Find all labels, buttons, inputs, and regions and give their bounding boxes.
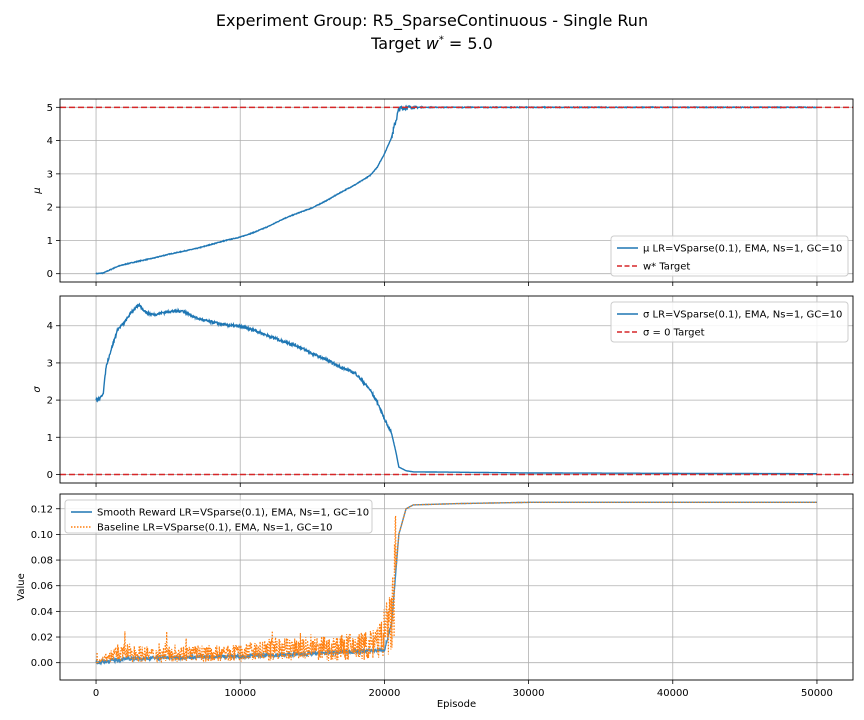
x-tick-label: 20000 — [369, 688, 401, 699]
legend-entry-label: σ LR=VSparse(0.1), EMA, Ns=1, GC=10 — [643, 310, 842, 321]
x-tick-label: 0 — [93, 688, 99, 699]
series-line-sigma-0 — [95, 302, 817, 475]
y-tick-label: 0.02 — [31, 633, 53, 644]
y-axis-label: σ — [32, 386, 43, 393]
y-tick-label: 2 — [47, 396, 53, 407]
plot-panel-sigma: 0 1 2 3 4 σ σ LR=VSparse(0.1), EMA, Ns=1, GC=1… — [32, 295, 854, 487]
y-tick-label: 3 — [47, 169, 53, 180]
legend-value: Smooth Reward LR=VSparse(0.1), EMA, Ns=1… — [64, 499, 373, 534]
y-tick-label: 0.00 — [31, 658, 53, 669]
y-tick-label: 5 — [47, 103, 53, 114]
y-axis-label: μ — [32, 187, 43, 194]
legend-box — [610, 301, 849, 343]
title-symbol: w — [425, 34, 439, 53]
axes-frame — [59, 493, 854, 681]
legend-entry-label: σ = 0 Target — [643, 328, 705, 339]
y-tick-label: 0 — [47, 470, 53, 481]
plot-panel-mu: 0 1 2 3 4 5 μ μ LR=VSparse(0.1), EMA, Ns=1, GC=… — [32, 98, 854, 286]
y-tick-label: 3 — [47, 358, 53, 369]
legend-entry-label: w* Target — [643, 262, 690, 273]
y-tick-label: 0.12 — [31, 504, 53, 515]
series-group-mu — [60, 104, 853, 275]
x-tick-label: 10000 — [224, 688, 256, 699]
figure-title-line1: Experiment Group: R5_SparseContinuous - … — [215, 11, 649, 30]
title-sup: * — [438, 34, 444, 46]
y-tick-label: 2 — [47, 203, 53, 214]
x-axis-label: Episode — [437, 699, 476, 710]
title-suffix: = 5.0 — [443, 34, 493, 53]
y-tick-label: 0.08 — [31, 556, 53, 567]
legend-mu: μ LR=VSparse(0.1), EMA, Ns=1, GC=10 w* Ta… — [610, 235, 849, 277]
y-axis-label: Value — [16, 573, 27, 600]
y-tick-label: 4 — [47, 136, 53, 147]
series-group-value — [95, 501, 817, 666]
y-tick-label: 0 — [47, 269, 53, 280]
legend-box — [610, 235, 849, 277]
y-tick-label: 0.10 — [31, 530, 53, 541]
title-prefix: Target — [371, 34, 426, 53]
y-tick-label: 1 — [47, 236, 53, 247]
y-tick-label: 1 — [47, 433, 53, 444]
figure-title-line2: Target w* = 5.0 — [0, 34, 864, 53]
plot-panel-value: 0 10000 20000 30000 40000 50000 0.00 0.02 0.04 0.… — [16, 493, 854, 710]
legend-entry-label: μ LR=VSparse(0.1), EMA, Ns=1, GC=10 — [643, 244, 842, 255]
x-tick-label: 50000 — [801, 688, 833, 699]
x-tick-label: 30000 — [513, 688, 545, 699]
axes-frame — [59, 98, 854, 283]
y-tick-label: 4 — [47, 321, 53, 332]
series-line-value-0 — [95, 501, 817, 666]
series-group-sigma — [60, 302, 853, 476]
legend-sigma: σ LR=VSparse(0.1), EMA, Ns=1, GC=10 σ = 0… — [610, 301, 849, 343]
legend-entry-label: Baseline LR=VSparse(0.1), EMA, Ns=1, GC=… — [97, 523, 332, 534]
y-tick-label: 0.06 — [31, 581, 53, 592]
legend-box — [64, 499, 373, 534]
axes-frame — [59, 295, 854, 484]
y-tick-label: 0.04 — [31, 607, 53, 618]
legend-entry-label: Smooth Reward LR=VSparse(0.1), EMA, Ns=1… — [97, 508, 369, 519]
x-tick-label: 40000 — [657, 688, 689, 699]
